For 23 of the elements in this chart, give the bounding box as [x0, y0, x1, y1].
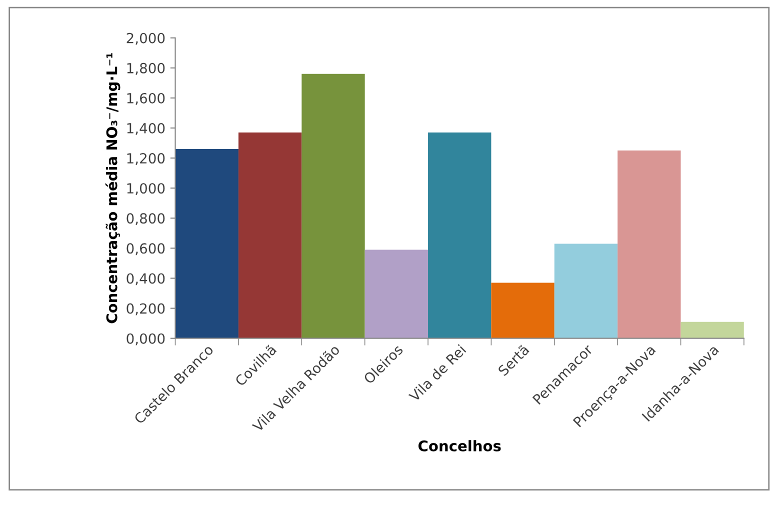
- y-tick-label: 0,200: [126, 303, 165, 316]
- y-tick-label: 0,600: [126, 243, 165, 256]
- bar: [428, 132, 492, 338]
- bar: [680, 322, 744, 338]
- y-tick-label: 1,000: [127, 183, 165, 196]
- bar: [238, 132, 302, 338]
- y-tick-label: 0,000: [126, 333, 165, 346]
- x-axis-title: Concelhos: [418, 440, 501, 452]
- y-tick-label: 1,200: [127, 153, 165, 165]
- bar: [175, 149, 238, 338]
- y-tick-label: 0,800: [126, 213, 165, 226]
- bar: [364, 250, 428, 338]
- bar: [491, 282, 554, 338]
- bar: [302, 74, 365, 338]
- bar: [618, 150, 681, 338]
- y-tick-label: 2,000: [126, 32, 165, 45]
- y-tick-label: 1,600: [127, 92, 165, 105]
- y-tick-label: 0,400: [126, 273, 165, 286]
- y-tick-label: 1,400: [127, 122, 165, 135]
- y-tick-label: 1,800: [127, 62, 165, 75]
- y-axis-title: Concentração média NO₃⁻/mg·L⁻¹: [105, 53, 120, 324]
- x-tick-label: Vila de Rei: [408, 344, 466, 402]
- bar: [554, 244, 618, 338]
